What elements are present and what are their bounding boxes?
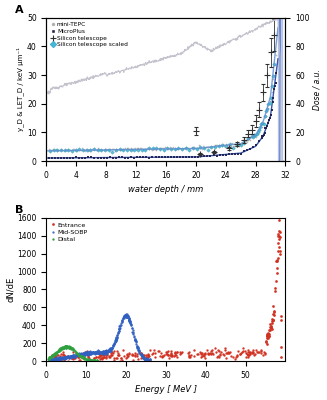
Distal [49, 355, 53, 360]
MicroPlus [239, 152, 243, 156]
mini-TEPC [56, 147, 60, 152]
Legend: Entrance, Mid-SOBP, Distal: Entrance, Mid-SOBP, Distal [50, 221, 89, 243]
Text: B: B [15, 206, 24, 216]
Silicon telescope scaled [255, 132, 259, 136]
Mid-SOBP [128, 319, 131, 324]
Y-axis label: y_D & LET_D / keV μm⁻¹: y_D & LET_D / keV μm⁻¹ [16, 48, 24, 131]
MicroPlus [47, 156, 51, 160]
Entrance [268, 324, 272, 329]
mini-TEPC [109, 146, 112, 151]
Entrance [264, 339, 268, 344]
Bar [278, 18, 283, 161]
MicroPlus [275, 70, 279, 75]
Mid-SOBP [96, 348, 100, 353]
Entrance [279, 354, 283, 359]
Distal [65, 343, 69, 348]
X-axis label: Energy [ MeV ]: Energy [ MeV ] [135, 386, 197, 394]
mini-TEPC [264, 114, 268, 118]
Silicon telescope scaled [256, 130, 260, 135]
mini-TEPC [256, 128, 260, 132]
Silicon telescope scaled [272, 62, 276, 66]
Silicon telescope scaled [48, 148, 52, 153]
Legend: mini-TEPC, MicroPlus, Silicon telescope, Silicon telescope scaled: mini-TEPC, MicroPlus, Silicon telescope,… [49, 21, 129, 48]
Line: MicroPlus: MicroPlus [47, 72, 278, 160]
Mid-SOBP [46, 358, 50, 362]
Line: mini-TEPC: mini-TEPC [48, 54, 277, 152]
Mid-SOBP [108, 347, 112, 352]
mini-TEPC [90, 147, 94, 152]
Silicon telescope scaled [111, 149, 114, 154]
Distal [92, 359, 96, 364]
mini-TEPC [275, 52, 279, 57]
Silicon telescope scaled [252, 132, 256, 137]
MicroPlus [50, 156, 54, 161]
Mid-SOBP [148, 358, 152, 363]
Mid-SOBP [125, 312, 129, 317]
Entrance [269, 323, 273, 328]
Mid-SOBP [147, 359, 151, 364]
Line: Entrance: Entrance [265, 206, 283, 358]
Line: Silicon telescope scaled: Silicon telescope scaled [49, 63, 275, 153]
Silicon telescope scaled [264, 109, 268, 114]
Entrance [275, 271, 279, 276]
MicroPlus [86, 155, 90, 160]
MicroPlus [272, 86, 276, 91]
mini-TEPC [60, 147, 64, 152]
Entrance [268, 321, 272, 326]
Distal [60, 346, 64, 351]
Silicon telescope scaled [258, 124, 262, 129]
mini-TEPC [83, 149, 87, 154]
Mid-SOBP [102, 351, 106, 356]
Line: Distal: Distal [47, 345, 99, 362]
Line: Mid-SOBP: Mid-SOBP [48, 313, 151, 362]
Distal [90, 359, 94, 364]
Distal [46, 356, 50, 361]
Entrance [267, 332, 270, 337]
Distal [48, 355, 52, 360]
MicroPlus [264, 126, 267, 131]
Distal [96, 358, 100, 363]
Y-axis label: Dose / a.u.: Dose / a.u. [312, 69, 321, 110]
Text: A: A [15, 6, 24, 16]
MicroPlus [132, 155, 136, 160]
Mid-SOBP [95, 350, 99, 354]
Mid-SOBP [146, 356, 149, 360]
Y-axis label: dN/dE: dN/dE [6, 277, 15, 302]
MicroPlus [265, 124, 269, 128]
Distal [56, 349, 60, 354]
Entrance [278, 205, 282, 210]
Silicon telescope scaled [70, 149, 74, 154]
mini-TEPC [47, 147, 51, 152]
Distal [94, 359, 97, 364]
X-axis label: water depth / mm: water depth / mm [128, 186, 204, 194]
Entrance [269, 326, 273, 330]
